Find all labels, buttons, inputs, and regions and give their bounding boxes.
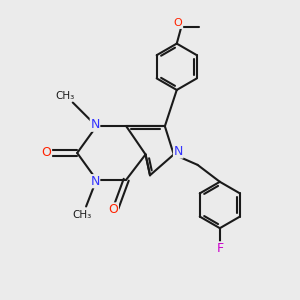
Text: O: O xyxy=(109,203,118,216)
Text: N: N xyxy=(173,145,183,158)
Text: O: O xyxy=(174,18,183,28)
Text: F: F xyxy=(216,242,224,255)
Text: N: N xyxy=(90,175,100,188)
Text: CH₃: CH₃ xyxy=(72,210,91,220)
Text: CH₃: CH₃ xyxy=(56,91,75,101)
Text: N: N xyxy=(90,118,100,131)
Text: O: O xyxy=(42,146,52,160)
